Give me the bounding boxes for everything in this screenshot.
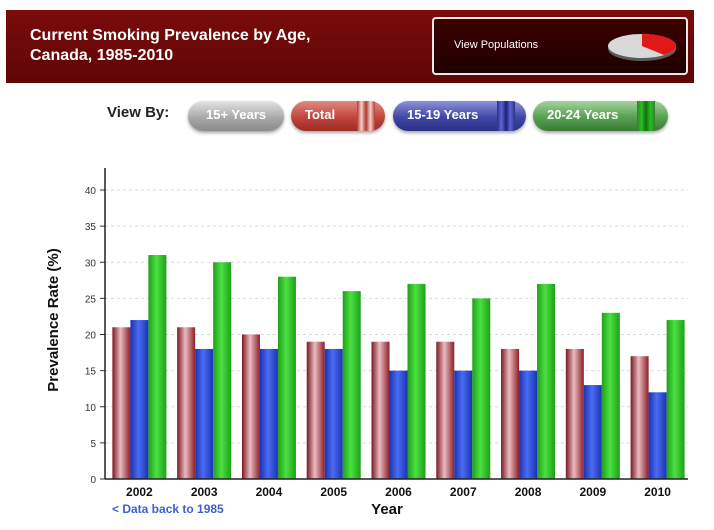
view-15-plus-years-label: 15+ Years: [206, 107, 267, 122]
data-back-to-1985-link[interactable]: < Data back to 1985: [112, 502, 224, 516]
pie-chart-icon: [608, 34, 676, 61]
age-20-24-bar: [472, 298, 491, 479]
x-tick-label: 2006: [385, 485, 412, 499]
x-tick-label: 2003: [191, 485, 218, 499]
age-20-24-bar: [601, 312, 620, 479]
age-15-19-bar: [648, 392, 667, 479]
age-15-19-bar: [583, 385, 602, 479]
x-tick-label: 2009: [579, 485, 606, 499]
y-tick-label: 15: [85, 367, 97, 378]
page-title-line-1: Current Smoking Prevalence by Age,: [30, 27, 311, 44]
view-15-19-years-button[interactable]: 15-19 Years: [393, 101, 526, 131]
total-swatch: [357, 101, 375, 131]
y-tick-label: 25: [85, 294, 97, 305]
total-bar: [112, 327, 131, 479]
age-15-19-bar: [195, 348, 214, 479]
age-15-19-bar: [454, 370, 473, 479]
y-tick-label: 30: [85, 258, 97, 269]
age-20-24-bar: [148, 255, 167, 479]
total-bar: [177, 327, 196, 479]
view-by-label: View By:: [107, 104, 170, 121]
total-bar: [436, 341, 455, 479]
bars: [112, 255, 685, 479]
x-tick-label: 2002: [126, 485, 153, 499]
age-15-19-bar: [259, 348, 278, 479]
page-title: Current Smoking Prevalence by Age, Canad…: [30, 26, 360, 66]
y-tick-label: 20: [85, 331, 97, 342]
header-banner: Current Smoking Prevalence by Age, Canad…: [6, 10, 694, 83]
x-axis-label: Year: [371, 501, 403, 518]
view-populations-button[interactable]: View Populations: [432, 17, 688, 75]
total-bar: [306, 341, 325, 479]
age-20-24-bar: [537, 283, 556, 479]
age-15-19-swatch: [497, 101, 515, 131]
x-tick-label: 2005: [320, 485, 347, 499]
total-bar: [371, 341, 390, 479]
total-bar: [565, 348, 584, 479]
y-tick-label: 40: [85, 186, 97, 197]
y-tick-label: 0: [90, 475, 96, 486]
view-populations-label: View Populations: [454, 39, 539, 51]
age-15-19-bar: [389, 370, 408, 479]
x-tick-label: 2004: [256, 485, 283, 499]
page-title-line-2: Canada, 1985-2010: [30, 47, 174, 64]
age-20-24-bar: [666, 320, 685, 479]
x-tick-label: 2007: [450, 485, 477, 499]
total-bar: [241, 334, 260, 479]
view-total-button[interactable]: Total: [291, 101, 385, 131]
view-20-24-years-label: 20-24 Years: [547, 107, 619, 122]
age-20-24-bar: [213, 262, 232, 479]
age-15-19-bar: [519, 370, 538, 479]
view-15-19-years-label: 15-19 Years: [407, 107, 479, 122]
y-tick-label: 35: [85, 222, 97, 233]
age-20-24-bar: [342, 291, 361, 479]
view-total-label: Total: [305, 107, 336, 122]
axes: 0 5 10 15 20 25 30 35 40 2002 2003 2004 2005 2006 2007…: [85, 168, 688, 499]
y-axis-label: Prevalence Rate (%): [45, 248, 62, 391]
y-tick-label: 5: [90, 439, 96, 450]
view-15-plus-years-button[interactable]: 15+ Years: [188, 101, 284, 131]
view-20-24-years-button[interactable]: 20-24 Years: [533, 101, 668, 131]
total-bar: [630, 356, 649, 479]
age-15-19-bar: [324, 348, 343, 479]
age-20-24-bar: [407, 283, 426, 479]
age-15-19-bar: [130, 320, 149, 479]
age-20-24-bar: [277, 276, 296, 479]
x-tick-label: 2010: [644, 485, 671, 499]
total-bar: [501, 348, 520, 479]
x-tick-label: 2008: [515, 485, 542, 499]
y-tick-label: 10: [85, 403, 97, 414]
age-20-24-swatch: [637, 101, 655, 131]
